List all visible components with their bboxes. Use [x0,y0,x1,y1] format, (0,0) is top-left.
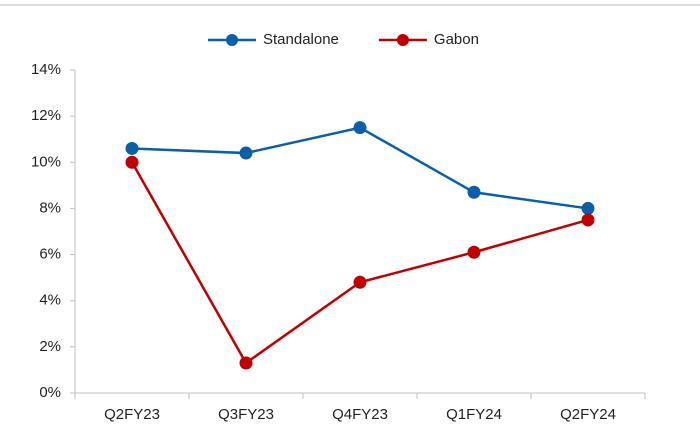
y-tick-label: 4% [39,292,61,309]
y-tick-label: 12% [31,107,61,124]
series-marker [239,356,253,370]
series-line [130,161,589,365]
x-tick-label: Q4FY23 [332,406,388,423]
series-marker [467,245,481,259]
y-tick-label: 10% [31,153,61,170]
y-tick-label: 8% [39,199,61,216]
y-tick-label: 6% [39,246,61,263]
y-tick-label: 2% [39,338,61,355]
legend-label: Gabon [434,31,479,48]
series-marker [125,141,139,155]
y-tick-label: 14% [31,61,61,78]
series-marker [125,155,139,169]
series-marker [581,201,595,215]
y-tick-label: 0% [39,384,61,401]
series-marker [467,185,481,199]
x-tick-label: Q1FY24 [446,406,502,423]
x-tick-label: Q3FY23 [218,406,274,423]
x-tick-label: Q2FY24 [560,406,616,423]
series-marker [581,213,595,227]
series-marker [239,146,253,160]
series-line [131,126,589,210]
series-marker [353,121,367,135]
legend-swatch-marker [396,34,409,46]
series-marker [353,275,367,289]
x-tick-label: Q2FY23 [104,406,160,423]
legend-label: Standalone [263,31,339,48]
legend-swatch-marker [226,34,238,46]
